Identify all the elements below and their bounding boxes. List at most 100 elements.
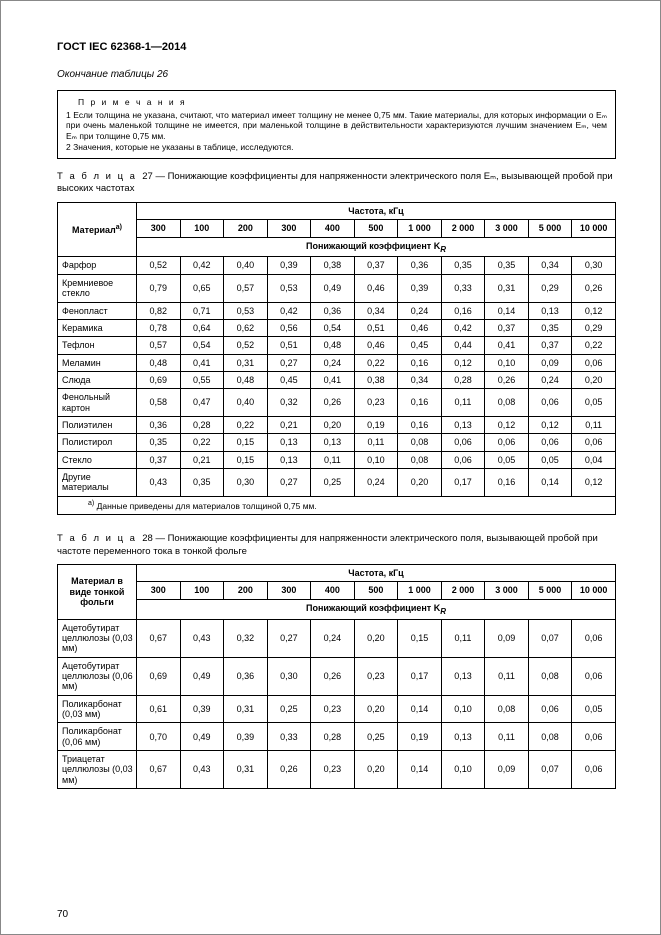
value-cell: 0,20	[354, 751, 398, 789]
value-cell: 0,10	[441, 695, 485, 723]
value-cell: 0,06	[528, 389, 572, 417]
value-cell: 0,23	[311, 695, 355, 723]
value-cell: 0,12	[485, 416, 529, 433]
value-cell: 0,06	[528, 695, 572, 723]
value-cell: 0,33	[267, 723, 311, 751]
value-cell: 0,54	[180, 337, 224, 354]
value-cell: 0,37	[528, 337, 572, 354]
value-cell: 0,48	[137, 354, 181, 371]
value-cell: 0,42	[267, 302, 311, 319]
value-cell: 0,41	[485, 337, 529, 354]
table27-label: Т а б л и ц а	[57, 171, 137, 182]
value-cell: 0,48	[311, 337, 355, 354]
value-cell: 0,43	[180, 619, 224, 657]
value-cell: 0,06	[572, 751, 616, 789]
value-cell: 0,06	[572, 657, 616, 695]
page: ГОСТ IEC 62368-1—2014 Окончание таблицы …	[0, 0, 661, 935]
value-cell: 0,49	[180, 657, 224, 695]
value-cell: 0,19	[398, 723, 442, 751]
value-cell: 0,35	[137, 434, 181, 451]
value-cell: 0,23	[354, 657, 398, 695]
table-footnote: a) Данные приведены для материалов толщи…	[58, 496, 616, 515]
value-cell: 0,38	[354, 371, 398, 388]
value-cell: 0,11	[354, 434, 398, 451]
freq-col: 200	[224, 220, 268, 237]
value-cell: 0,35	[180, 468, 224, 496]
table27-num: 27	[142, 171, 153, 182]
value-cell: 0,48	[224, 371, 268, 388]
value-cell: 0,35	[485, 257, 529, 274]
value-cell: 0,51	[354, 319, 398, 336]
material-cell: Ацетобутират целлюлозы (0,03 мм)	[58, 619, 137, 657]
value-cell: 0,31	[224, 695, 268, 723]
value-cell: 0,46	[398, 319, 442, 336]
value-cell: 0,56	[267, 319, 311, 336]
material-cell: Полистирол	[58, 434, 137, 451]
value-cell: 0,37	[485, 319, 529, 336]
table28-text: — Понижающие коэффициенты для напряженно…	[57, 533, 598, 556]
value-cell: 0,54	[311, 319, 355, 336]
value-cell: 0,16	[398, 354, 442, 371]
value-cell: 0,22	[354, 354, 398, 371]
page-number: 70	[57, 909, 68, 920]
value-cell: 0,26	[485, 371, 529, 388]
freq-col: 1 000	[398, 220, 442, 237]
value-cell: 0,37	[354, 257, 398, 274]
table27-caption: Т а б л и ц а 27 — Понижающие коэффициен…	[57, 171, 616, 196]
value-cell: 0,14	[398, 695, 442, 723]
value-cell: 0,40	[224, 257, 268, 274]
value-cell: 0,69	[137, 657, 181, 695]
value-cell: 0,51	[267, 337, 311, 354]
value-cell: 0,46	[354, 337, 398, 354]
freq-col: 300	[267, 220, 311, 237]
material-cell: Стекло	[58, 451, 137, 468]
value-cell: 0,26	[311, 389, 355, 417]
value-cell: 0,12	[572, 302, 616, 319]
value-cell: 0,08	[528, 723, 572, 751]
value-cell: 0,55	[180, 371, 224, 388]
value-cell: 0,12	[441, 354, 485, 371]
value-cell: 0,43	[137, 468, 181, 496]
material-cell: Фенопласт	[58, 302, 137, 319]
freq-col: 100	[180, 220, 224, 237]
value-cell: 0,57	[224, 274, 268, 302]
value-cell: 0,36	[224, 657, 268, 695]
freq-col: 400	[311, 220, 355, 237]
value-cell: 0,82	[137, 302, 181, 319]
material-cell: Полиэтилен	[58, 416, 137, 433]
value-cell: 0,47	[180, 389, 224, 417]
value-cell: 0,27	[267, 619, 311, 657]
value-cell: 0,08	[485, 389, 529, 417]
value-cell: 0,11	[441, 389, 485, 417]
value-cell: 0,13	[267, 434, 311, 451]
value-cell: 0,09	[485, 619, 529, 657]
coef-header: Понижающий коэффициент KR	[137, 237, 616, 257]
value-cell: 0,24	[311, 354, 355, 371]
freq-col: 3 000	[485, 582, 529, 599]
value-cell: 0,13	[441, 657, 485, 695]
value-cell: 0,45	[267, 371, 311, 388]
value-cell: 0,22	[572, 337, 616, 354]
value-cell: 0,79	[137, 274, 181, 302]
value-cell: 0,15	[224, 434, 268, 451]
value-cell: 0,20	[354, 619, 398, 657]
value-cell: 0,06	[485, 434, 529, 451]
value-cell: 0,35	[441, 257, 485, 274]
material-cell: Поликарбонат (0,06 мм)	[58, 723, 137, 751]
value-cell: 0,36	[398, 257, 442, 274]
material-header: Материал в виде тонкой фольги	[58, 564, 137, 619]
value-cell: 0,14	[485, 302, 529, 319]
value-cell: 0,28	[180, 416, 224, 433]
freq-col: 100	[180, 582, 224, 599]
value-cell: 0,15	[398, 619, 442, 657]
value-cell: 0,31	[224, 751, 268, 789]
note-line-2: 2 Значения, которые не указаны в таблице…	[66, 142, 607, 153]
value-cell: 0,49	[180, 723, 224, 751]
value-cell: 0,09	[485, 751, 529, 789]
value-cell: 0,20	[398, 468, 442, 496]
value-cell: 0,70	[137, 723, 181, 751]
value-cell: 0,64	[180, 319, 224, 336]
value-cell: 0,28	[441, 371, 485, 388]
value-cell: 0,31	[485, 274, 529, 302]
value-cell: 0,13	[441, 416, 485, 433]
